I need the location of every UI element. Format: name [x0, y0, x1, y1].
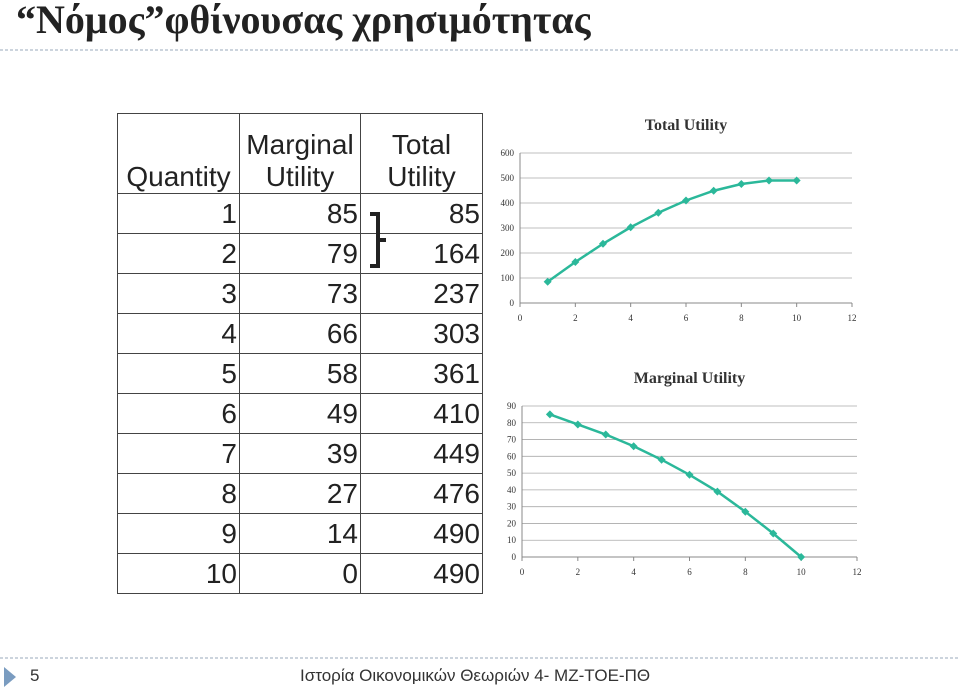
table-row: 4 66 303	[117, 313, 483, 354]
marker	[629, 442, 638, 451]
marker	[654, 208, 663, 217]
y-tick-label: 60	[507, 451, 517, 461]
chart-title: Total Utility	[645, 117, 728, 134]
table-cell: 7	[117, 433, 240, 474]
table-cell: 66	[239, 313, 361, 354]
marker	[797, 553, 806, 561]
marker	[741, 507, 750, 516]
marker	[601, 430, 610, 439]
table-cell: 27	[239, 473, 361, 514]
table-cell: 58	[239, 353, 361, 394]
table-row: 3 73 237	[117, 273, 483, 314]
footer-arrow	[4, 667, 16, 687]
table-cell: 10	[117, 553, 240, 594]
footer-text: Ιστορία Οικονομικών Θεωριών 4- ΜΖ-ΤΟΕ-ΠΘ	[300, 666, 651, 685]
marker	[599, 239, 607, 248]
x-tick-label: 12	[853, 567, 862, 577]
table-cell: 73	[239, 273, 361, 314]
table-cell: 85	[360, 193, 483, 234]
y-tick-label: 10	[507, 535, 517, 545]
line	[546, 179, 797, 283]
marker	[765, 176, 773, 185]
header-cell: Quantity	[117, 113, 240, 194]
y-tick-label: 0	[510, 298, 515, 308]
marker	[543, 277, 552, 286]
table-cell: 6	[117, 393, 240, 434]
table-cell: 3	[117, 273, 240, 314]
x-tick-label: 8	[739, 313, 744, 323]
x-tick-label: 0	[518, 313, 523, 323]
table-cell: 490	[360, 553, 483, 594]
x-tick-label: 4	[631, 567, 636, 577]
slide-title: “Νόμος”φθίνουσας χρησιμότητας	[16, 0, 591, 42]
y-tick-label: 600	[501, 148, 515, 158]
table-row: 8 27 476	[117, 473, 483, 514]
table-cell: 361	[360, 353, 483, 394]
y-tick-label: 40	[507, 485, 517, 495]
marker	[792, 176, 801, 185]
utility-table: Quantity Marginal Utility Total Utility 1 8…	[117, 113, 483, 594]
y-tick-label: 80	[507, 418, 517, 428]
x-tick-label: 6	[687, 567, 692, 577]
table-row: 9 14 490	[117, 513, 483, 554]
x-tick-label: 2	[573, 313, 578, 323]
marker	[737, 180, 746, 188]
page-number: 5	[30, 666, 40, 685]
table-cell: 79	[239, 233, 361, 274]
x-tick-label: 0	[520, 567, 525, 577]
chart-title: Marginal Utility	[634, 370, 746, 387]
x-tick-label: 12	[848, 313, 857, 323]
table-row: 5 58 361	[117, 353, 483, 394]
marker	[685, 470, 694, 479]
y-tick-label: 200	[501, 248, 515, 258]
table-cell: 5	[117, 353, 240, 394]
marker	[571, 258, 580, 266]
marker	[713, 487, 722, 496]
table-cell: 237	[360, 273, 483, 314]
line	[549, 413, 802, 558]
brace	[370, 212, 386, 268]
marker	[545, 410, 554, 419]
x-tick-label: 10	[792, 313, 802, 323]
table-cell: 2	[117, 233, 240, 274]
marker	[682, 196, 690, 205]
y-tick-label: 100	[501, 273, 515, 283]
x-tick-label: 6	[684, 313, 689, 323]
header-row: Quantity Marginal Utility Total Utility	[117, 113, 483, 194]
y-tick-label: 0	[512, 552, 517, 562]
x-tick-label: 8	[743, 567, 748, 577]
table-row: 2 79 164	[117, 233, 483, 274]
marker	[626, 223, 635, 232]
table-cell: 4	[117, 313, 240, 354]
table-cell: 490	[360, 513, 483, 554]
y-tick-label: 400	[501, 198, 515, 208]
table-row: 10 0 490	[117, 553, 483, 594]
y-tick-label: 500	[501, 173, 515, 183]
table-cell: 1	[117, 193, 240, 234]
marker	[657, 455, 666, 464]
y-tick-label: 300	[501, 223, 515, 233]
x-tick-label: 10	[797, 567, 807, 577]
x-tick-label: 2	[576, 567, 581, 577]
y-tick-label: 30	[507, 502, 517, 512]
table-cell: 303	[360, 313, 483, 354]
y-tick-label: 20	[507, 518, 517, 528]
table-body: 1 85 85 2 79 164 3 73 237 4 66 303 5 58 361 6 49 410 7 39 44…	[117, 193, 483, 594]
table-cell: 14	[239, 513, 361, 554]
x-tick-label: 4	[628, 313, 633, 323]
marker	[709, 186, 718, 195]
table-cell: 0	[239, 553, 361, 594]
marker	[769, 529, 778, 538]
y-tick-label: 90	[507, 401, 517, 411]
y-tick-label: 70	[507, 435, 517, 445]
header-cell: Total Utility	[360, 113, 483, 194]
y-tick-label: 50	[507, 468, 517, 478]
marker	[573, 420, 582, 429]
